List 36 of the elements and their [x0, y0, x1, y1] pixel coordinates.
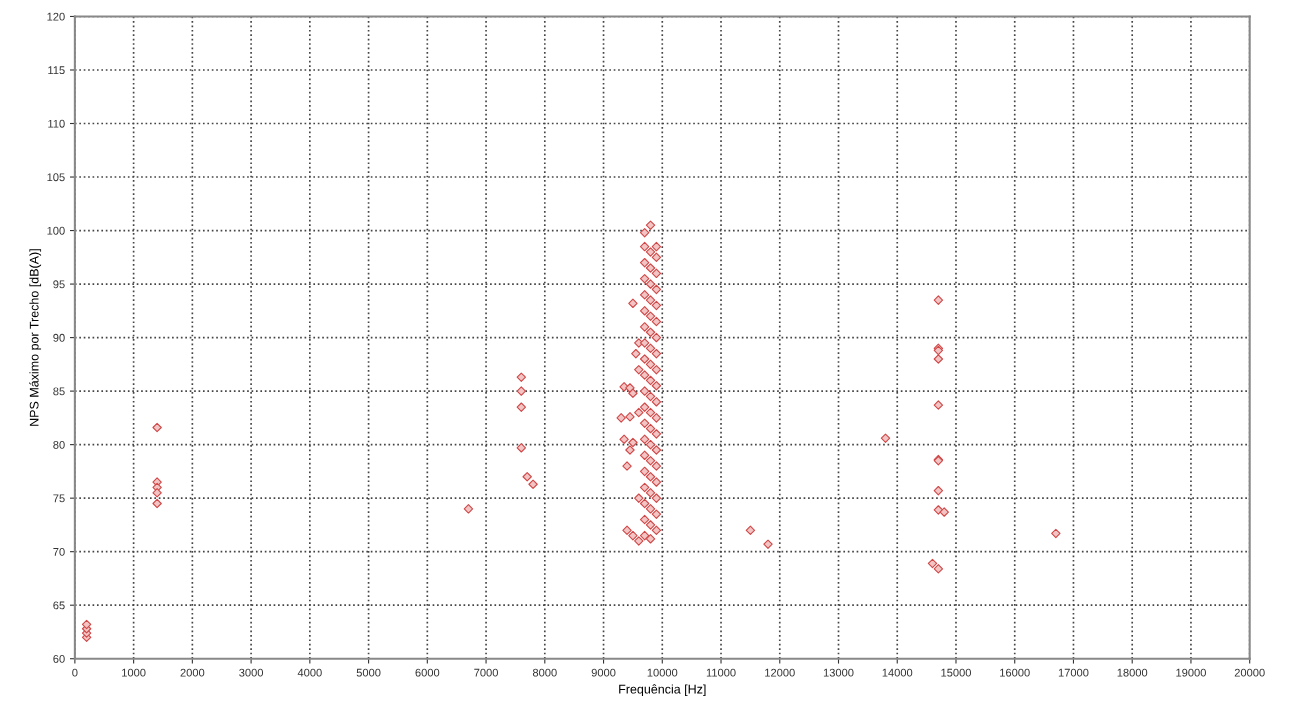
x-tick-label: 16000	[1000, 668, 1030, 677]
y-tick-label: 100	[47, 226, 65, 235]
x-tick-label: 12000	[765, 668, 795, 677]
x-tick-label: 18000	[1117, 668, 1148, 677]
x-tick-label: 1000	[122, 668, 146, 677]
x-tick-label: 6000	[415, 668, 440, 677]
x-tick-label: 14000	[882, 668, 913, 677]
x-tick-label: 15000	[941, 668, 971, 677]
x-tick-label: 13000	[823, 668, 854, 677]
x-tick-label: 17000	[1058, 668, 1089, 677]
x-tick-label: 4000	[297, 668, 322, 677]
y-tick-label: 85	[53, 387, 65, 396]
y-tick-label: 90	[53, 333, 65, 342]
x-tick-label: 2000	[180, 668, 205, 677]
x-tick-label: 0	[72, 668, 78, 677]
y-tick-label: 115	[48, 66, 65, 75]
x-tick-label: 9000	[591, 668, 616, 677]
y-tick-label: 60	[53, 654, 65, 663]
y-tick-label: 120	[47, 12, 65, 21]
x-tick-label: 11000	[706, 668, 736, 677]
y-tick-label: 95	[53, 280, 65, 289]
y-tick-label: 110	[48, 119, 65, 128]
x-tick-label: 7000	[474, 668, 498, 677]
y-tick-label: 70	[53, 547, 65, 556]
x-tick-label: 8000	[532, 668, 557, 677]
y-axis-title: NPS Máximo por Trecho [dB(A)]	[29, 249, 42, 426]
y-tick-label: 80	[53, 440, 65, 449]
x-tick-label: 10000	[647, 668, 678, 677]
x-tick-label: 20000	[1234, 668, 1265, 677]
x-axis-title: Frequência [Hz]	[619, 684, 706, 697]
y-tick-label: 65	[53, 601, 65, 610]
x-tick-label: 5000	[356, 668, 381, 677]
y-tick-label: 75	[53, 494, 65, 503]
y-tick-label: 105	[47, 173, 65, 182]
x-tick-label: 19000	[1176, 668, 1206, 677]
x-tick-label: 3000	[239, 668, 264, 677]
